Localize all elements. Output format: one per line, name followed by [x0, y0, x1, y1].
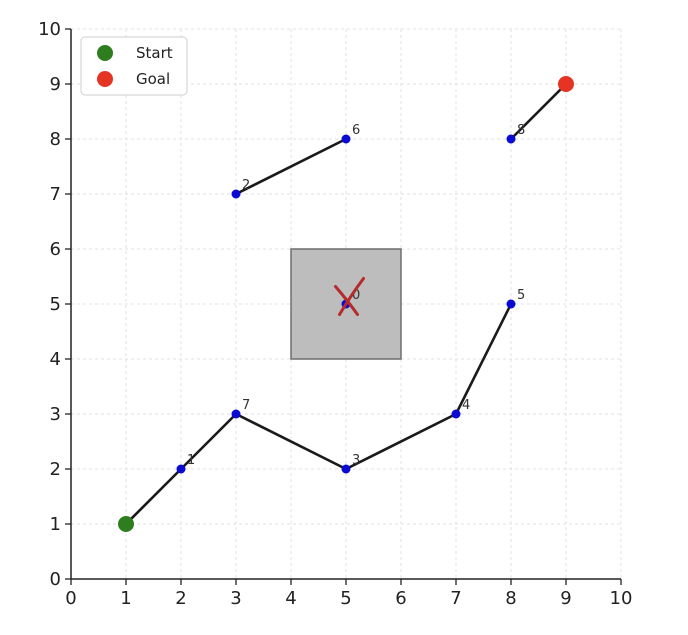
node-label: 3 — [352, 453, 360, 468]
y-tick-label: 8 — [50, 129, 61, 150]
legend: Start Goal — [80, 36, 188, 96]
obstacle-x-stroke — [338, 277, 365, 316]
path-edge — [510, 83, 567, 140]
y-tick-label: 5 — [50, 294, 61, 315]
roadmap-node — [176, 464, 186, 474]
roadmap-node — [506, 299, 516, 309]
path-edge — [125, 303, 513, 525]
roadmap-node — [451, 409, 461, 419]
node-label: 6 — [352, 123, 360, 138]
y-tick-label: 0 — [50, 569, 61, 590]
start-point — [118, 516, 134, 532]
x-tick-label: 7 — [450, 588, 461, 609]
legend-label: Start — [136, 44, 173, 62]
x-tick-label: 1 — [120, 588, 131, 609]
roadmap-node — [506, 134, 516, 144]
y-tick-label: 7 — [50, 184, 61, 205]
path-edge — [235, 137, 347, 196]
x-tick-label: 3 — [230, 588, 241, 609]
y-tick-label: 4 — [50, 349, 61, 370]
roadmap-node — [341, 464, 351, 474]
path-edges — [125, 83, 567, 525]
node-label: 0 — [352, 288, 360, 303]
y-tick-label: 1 — [50, 514, 61, 535]
x-tick-label: 5 — [340, 588, 351, 609]
x-tick-label: 2 — [175, 588, 186, 609]
y-tick-label: 9 — [50, 74, 61, 95]
y-tick-label: 6 — [50, 239, 61, 260]
endpoints — [118, 76, 574, 532]
obstacle-mark-layer — [334, 277, 365, 316]
roadmap-node — [231, 189, 241, 199]
roadmap-nodes: 1 7 2 3 4 5 6 8 0 — [176, 123, 525, 474]
x-tick-label: 9 — [560, 588, 571, 609]
x-tick-label: 4 — [285, 588, 296, 609]
y-tick-label: 3 — [50, 404, 61, 425]
node-label: 4 — [462, 398, 470, 413]
node-label: 5 — [517, 288, 525, 303]
goal-point — [558, 76, 574, 92]
axes — [65, 28, 622, 585]
legend-marker — [97, 45, 113, 61]
y-tick-label: 10 — [38, 19, 61, 40]
node-label: 8 — [517, 123, 525, 138]
legend-label: Goal — [136, 70, 170, 88]
node-label: 2 — [242, 178, 250, 193]
y-tick-label: 2 — [50, 459, 61, 480]
roadmap-node — [341, 134, 351, 144]
x-tick-label: 8 — [505, 588, 516, 609]
node-label: 1 — [187, 453, 195, 468]
roadmap-node — [231, 409, 241, 419]
legend-marker — [97, 71, 113, 87]
x-tick-label: 0 — [65, 588, 76, 609]
x-tick-label: 6 — [395, 588, 406, 609]
x-tick-label: 10 — [610, 588, 633, 609]
node-label: 7 — [242, 398, 250, 413]
